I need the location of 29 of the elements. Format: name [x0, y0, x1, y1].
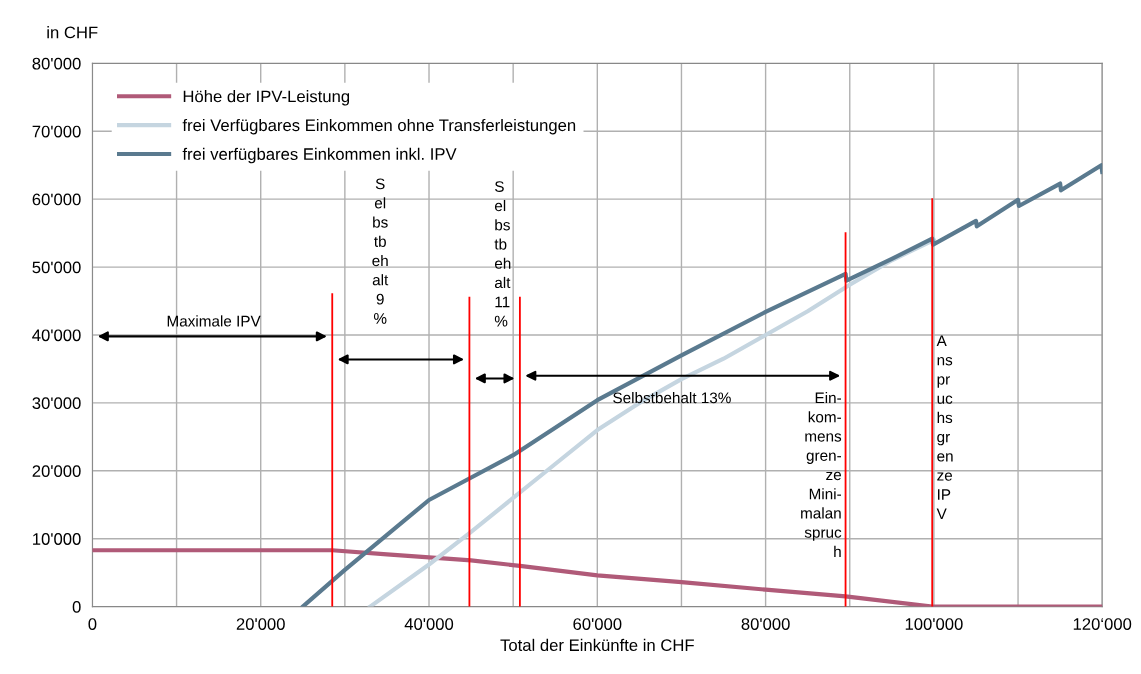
line-series — [300, 163, 1103, 607]
annotation: Selbstbehalt 13% — [613, 392, 731, 404]
y-tick-label: 80'000 — [32, 57, 81, 70]
y-tick-label: 0 — [72, 601, 81, 613]
text: A ns pr uc hs gr en ze IP V — [936, 335, 953, 520]
x-tick-label: 100'000 — [905, 618, 963, 630]
legend-label: frei Verfügbares Einkommen ohne Transferleistungen — [182, 118, 576, 135]
annotation: S el bs tb eh alt 11 % — [494, 181, 511, 327]
y-axis-title: in CHF — [47, 26, 98, 39]
text: Ein- kom- mens gren- ze Mini- malan spruc h — [801, 392, 842, 557]
y-tick-label: 10'000 — [33, 533, 81, 545]
y-tick-label: 50'000 — [32, 261, 81, 274]
annotation: S el bs tb eh alt 9 % — [372, 178, 389, 324]
x-tick-label: 0 — [88, 618, 97, 630]
x-axis-title: Total der Einkünfte in CHF — [500, 638, 694, 652]
x-tick-label: 80'000 — [741, 618, 790, 630]
legend-label: frei verfügbares Einkommen inkl. IPV — [182, 147, 457, 164]
y-tick-label: 40'000 — [32, 329, 81, 342]
y-tick-label: 30'000 — [32, 397, 81, 410]
annotation: Maximale IPV — [167, 315, 261, 327]
x-tick-label: 20'000 — [236, 618, 285, 630]
x-tick-label: 40'000 — [404, 618, 454, 630]
line-series — [368, 237, 936, 607]
y-tick-label: 70'000 — [32, 125, 81, 138]
y-tick-label: 60'000 — [32, 193, 81, 206]
legend-label: Höhe der IPV-Leistung — [183, 90, 350, 106]
x-tick-label: 120‘000 — [1073, 618, 1132, 630]
y-tick-label: 20'000 — [32, 465, 81, 477]
x-tick-label: 60'000 — [573, 618, 622, 630]
